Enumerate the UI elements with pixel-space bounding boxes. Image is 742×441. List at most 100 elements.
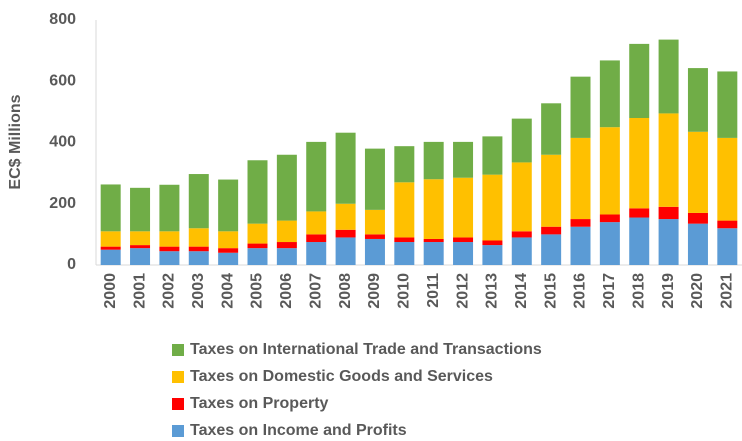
- bar-segment: [218, 248, 239, 253]
- bar-segment: [306, 141, 327, 212]
- bar-segment: [541, 226, 562, 235]
- bar-segment: [717, 228, 738, 265]
- y-tick-label: 0: [67, 256, 76, 273]
- bar-segment: [658, 206, 679, 220]
- bar-segment: [599, 222, 620, 265]
- x-tick-label: 2018: [630, 273, 647, 309]
- bar-segment: [658, 219, 679, 265]
- bar-segment: [599, 127, 620, 215]
- bar-segment: [335, 132, 356, 204]
- bar-segment: [629, 43, 650, 119]
- bar-segment: [364, 234, 385, 239]
- bar-segment: [247, 223, 268, 244]
- x-tick-label: 2005: [249, 273, 266, 309]
- x-tick-label: 2007: [307, 273, 324, 309]
- x-tick-label: 2003: [190, 273, 207, 309]
- bar-segment: [364, 238, 385, 265]
- bar-segment: [453, 242, 474, 265]
- x-tick-label: 2001: [131, 273, 148, 309]
- bar-segment: [423, 141, 444, 180]
- bar-segment: [453, 141, 474, 178]
- bar-segment: [247, 160, 268, 224]
- bar-segment: [394, 146, 415, 183]
- bar-segment: [482, 136, 503, 175]
- bar-segment: [570, 76, 591, 138]
- bar-segment: [100, 231, 121, 247]
- bar-segment: [130, 248, 151, 265]
- bar-segment: [130, 187, 151, 232]
- bar-segment: [100, 184, 121, 232]
- x-tick-label: 2013: [484, 273, 501, 309]
- x-tick-label: 2010: [396, 273, 413, 309]
- x-tick-label: 2017: [601, 273, 618, 309]
- bar-segment: [394, 182, 415, 238]
- bar-segment: [218, 252, 239, 265]
- bar-segment: [364, 148, 385, 210]
- bar-segment: [188, 174, 209, 229]
- bar-segment: [394, 242, 415, 265]
- bar-segment: [570, 226, 591, 265]
- bar-segment: [100, 249, 121, 265]
- x-tick-label: 2016: [572, 273, 589, 309]
- bar-segment: [218, 231, 239, 249]
- x-tick-label: 2008: [337, 273, 354, 309]
- bar-segment: [511, 118, 532, 163]
- bar-segment: [130, 245, 151, 249]
- bar-segment: [482, 240, 503, 246]
- bar-segment: [423, 242, 444, 265]
- bar-segment: [541, 103, 562, 155]
- bar-segment: [658, 113, 679, 207]
- bar-segment: [511, 237, 532, 265]
- bar-segment: [687, 131, 708, 213]
- bar-segment: [511, 162, 532, 232]
- bar-segment: [658, 39, 679, 114]
- legend-label: Taxes on Property: [190, 395, 329, 412]
- y-tick-label: 200: [49, 195, 76, 212]
- x-tick-label: 2004: [219, 273, 236, 309]
- bar-segment: [541, 154, 562, 227]
- bar-segment: [335, 203, 356, 230]
- x-tick-label: 2019: [660, 273, 677, 309]
- bar-segment: [629, 208, 650, 218]
- x-tick-label: 2014: [513, 273, 530, 309]
- bar-segment: [482, 174, 503, 241]
- bar-segment: [394, 237, 415, 243]
- bar-segment: [482, 245, 503, 265]
- bar-segment: [364, 209, 385, 235]
- bar-segment: [717, 71, 738, 138]
- bar-segment: [276, 154, 297, 221]
- bar-segment: [511, 231, 532, 238]
- legend-swatch: [172, 344, 184, 356]
- bar-segment: [276, 220, 297, 243]
- legend-label: Taxes on International Trade and Transac…: [190, 341, 542, 358]
- x-tick-label: 2006: [278, 273, 295, 309]
- bar-segment: [159, 251, 180, 265]
- bar-segment: [599, 214, 620, 223]
- x-tick-label: 2012: [454, 273, 471, 309]
- bar-segment: [188, 246, 209, 252]
- bar-segment: [159, 246, 180, 252]
- bar-segment: [306, 234, 327, 243]
- bar-segment: [335, 229, 356, 238]
- y-tick-label: 400: [49, 134, 76, 151]
- bar-segment: [423, 238, 444, 243]
- legend-label: Taxes on Income and Profits: [190, 422, 407, 439]
- bar-segment: [159, 184, 180, 232]
- bar-segment: [335, 237, 356, 265]
- bar-segment: [306, 242, 327, 265]
- bar-segment: [629, 118, 650, 209]
- bar-segment: [629, 217, 650, 265]
- bar-segment: [717, 220, 738, 229]
- y-axis-label: EC$ Millions: [7, 94, 24, 189]
- bar-segment: [130, 231, 151, 246]
- bar-segment: [306, 211, 327, 235]
- legend-swatch: [172, 425, 184, 437]
- bar-segment: [687, 223, 708, 265]
- x-tick-label: 2011: [425, 273, 442, 308]
- bar-segment: [188, 228, 209, 247]
- bar-segment: [570, 137, 591, 220]
- y-tick-label: 600: [49, 72, 76, 89]
- bar-segment: [247, 248, 268, 265]
- bar-segment: [687, 212, 708, 224]
